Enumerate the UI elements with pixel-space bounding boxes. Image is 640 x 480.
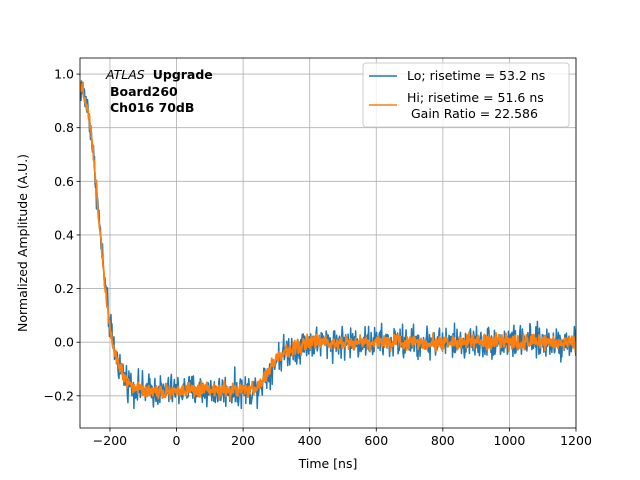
plot-frame — [79, 57, 577, 429]
series-line-hi — [80, 82, 576, 401]
x-tick-label: 200 — [231, 433, 255, 448]
channel-label: Ch016 70dB — [110, 100, 194, 115]
y-tick-label: 0.2 — [54, 281, 74, 296]
x-tick-label: 1200 — [560, 433, 592, 448]
legend-box — [362, 62, 570, 128]
y-axis-ticks: −0.2 0.0 0.2 0.4 0.6 0.8 1.0 — [44, 67, 80, 403]
x-tick-label: 800 — [431, 433, 455, 448]
x-axis-ticks: −200 0 200 400 600 800 1000 1200 — [93, 428, 592, 448]
x-tick-label: 0 — [173, 433, 181, 448]
y-tick-label: 0.6 — [54, 174, 74, 189]
x-axis-label: Time [ns] — [298, 456, 358, 471]
atlas-annotation: ATLAS Upgrade — [105, 67, 213, 82]
legend-label-hi: Hi; risetime = 51.6 ns — [407, 90, 544, 105]
upgrade-label: Upgrade — [153, 67, 213, 82]
plot-area — [80, 80, 576, 410]
board-label: Board260 — [110, 84, 178, 99]
y-tick-label: 0.4 — [54, 227, 74, 242]
x-tick-label: 400 — [298, 433, 322, 448]
y-tick-label: 1.0 — [54, 67, 74, 82]
legend-label-lo: Lo; risetime = 53.2 ns — [407, 68, 545, 83]
series-line-lo — [80, 80, 576, 410]
x-tick-label: 600 — [364, 433, 388, 448]
x-tick-label: −200 — [93, 433, 127, 448]
y-tick-label: −0.2 — [44, 388, 74, 403]
x-tick-label: 1000 — [494, 433, 526, 448]
series-layer — [80, 80, 576, 410]
y-axis-label: Normalized Amplitude (A.U.) — [15, 154, 30, 332]
legend: Lo; risetime = 53.2 ns Hi; risetime = 51… — [362, 62, 570, 128]
atlas-label: ATLAS — [105, 67, 145, 82]
y-tick-label: 0.8 — [54, 120, 74, 135]
legend-label-gain-ratio: Gain Ratio = 22.586 — [407, 106, 538, 121]
y-tick-label: 0.0 — [54, 335, 74, 350]
